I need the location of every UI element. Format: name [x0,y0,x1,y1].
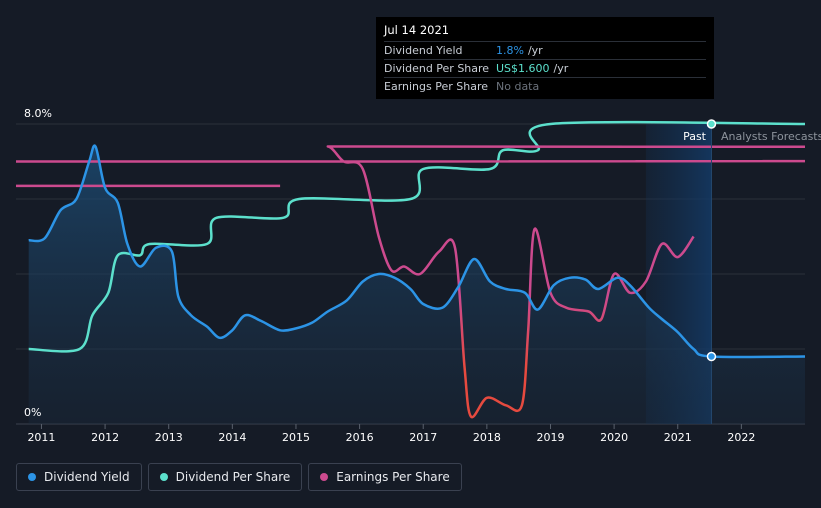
tooltip-value: US$1.600 [496,62,550,75]
x-axis: 2011 2012 2013 2014 2015 2016 2017 2018 2019 2020… [27,424,755,444]
y-axis-max-label: 8.0% [24,107,52,120]
legend-label: Earnings Per Share [336,470,450,484]
x-tick-label: 2015 [282,431,310,444]
legend-label: Dividend Per Share [175,470,291,484]
x-tick-label: 2018 [473,431,501,444]
legend-item-dividend-yield[interactable]: Dividend Yield [16,463,142,491]
y-axis-min-label: 0% [24,406,41,419]
x-tick-label: 2020 [600,431,628,444]
tooltip-label: Earnings Per Share [384,80,489,93]
dividend-per-share-line [28,120,805,353]
legend-dot-icon [159,473,168,481]
data-point-marker [706,119,717,129]
x-tick-label: 2011 [27,431,55,444]
x-tick-label: 2021 [664,431,692,444]
tooltip-date: Jul 14 2021 [384,23,450,37]
tooltip-unit: /yr [553,62,569,75]
legend-label: Dividend Yield [44,470,130,484]
x-tick-label: 2012 [91,431,119,444]
dividend-yield-area [28,145,805,424]
tooltip-row-earnings-per-share: Earnings Per Share No data [384,77,706,95]
legend: Dividend Yield Dividend Per Share Earnin… [16,463,462,491]
x-tick-label: 2022 [727,431,755,444]
earnings-per-share-line [16,145,805,419]
past-label: Past [683,130,707,143]
tooltip-value: No data [496,80,540,93]
forecast-label: Analysts Forecasts [721,130,821,143]
tooltip-row-dividend-per-share: Dividend Per Share US$1.600 /yr [384,59,706,77]
data-point-marker [706,351,717,362]
tooltip-label: Dividend Yield [384,44,463,57]
legend-item-dividend-per-share[interactable]: Dividend Per Share [147,463,303,491]
legend-dot-icon [320,473,329,481]
x-tick-label: 2013 [155,431,183,444]
dividend-yield-line [28,144,805,359]
tooltip-value: 1.8% [496,44,524,57]
tooltip-unit: /yr [527,44,543,57]
tooltip-row-dividend-yield: Dividend Yield 1.8% /yr [384,41,706,59]
tooltip: Jul 14 2021 Dividend Yield 1.8% /yr Divi… [376,17,714,99]
legend-item-earnings-per-share[interactable]: Earnings Per Share [308,463,462,491]
legend-dot-icon [28,473,36,481]
x-tick-label: 2017 [409,431,437,444]
x-tick-label: 2019 [536,431,564,444]
x-tick-label: 2016 [346,431,374,444]
tooltip-label: Dividend Per Share [384,62,490,75]
x-tick-label: 2014 [218,431,246,444]
